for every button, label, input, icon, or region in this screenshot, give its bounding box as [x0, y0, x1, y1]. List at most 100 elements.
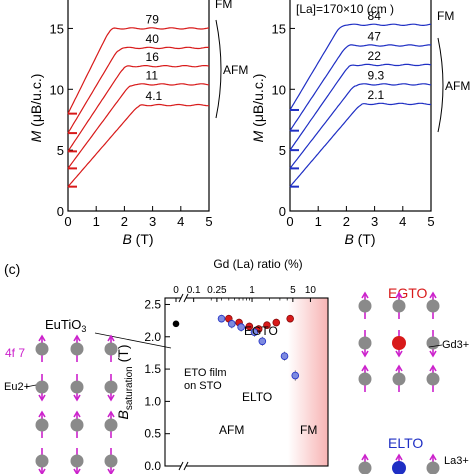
panel-a-y-unit: (μB/u.c.) [28, 74, 44, 127]
panel-c-axes: 0.0 0.5 1.0 1.5 2.0 2.5 0 0.1 0.25 1 5 10 [144, 285, 316, 473]
axis-break-mark [178, 293, 184, 303]
elto-spin-lattice [358, 453, 440, 474]
elto-point [227, 320, 236, 328]
eto-film-label-line2: on STO [184, 380, 222, 392]
panel-a-curve [67, 103, 209, 188]
eu-lattice-eu-atom [70, 454, 84, 468]
egto-spin-lattice [358, 291, 440, 392]
panel-b-curve [289, 83, 432, 169]
panel-b-y-tick-label: 0 [279, 204, 286, 219]
eu-lattice-eu-atom [70, 380, 84, 394]
eu-lattice-spin-arrow-head [38, 468, 46, 474]
eu-spin-lattice [35, 334, 118, 474]
eu-lattice-eu-atom [104, 454, 118, 468]
eu-lattice-spin-arrow-head [73, 468, 81, 474]
axis-break-gap [181, 295, 186, 301]
gd-ion-label: Gd3+ [442, 339, 469, 351]
panel-c-top-axis-title: Gd (La) ratio (%) [213, 257, 302, 271]
elto-point [258, 337, 267, 346]
egto-lattice-spin-arrow-head [361, 291, 369, 299]
eu-lattice-eu-atom [104, 342, 118, 356]
eu-leader-line [25, 384, 37, 388]
panel-a-afm-label: AFM [223, 63, 248, 77]
elto-lattice-eu-atom [358, 461, 372, 474]
panel-a: 0 1 2 3 4 5 0 5 10 15 79 40 16 11 4.1 FM AFM M (μB/u.… [28, 0, 248, 247]
panel-c-y-tick-label: 1.5 [144, 362, 161, 376]
panel-b-x-axis-title: B (T) [344, 231, 375, 247]
elto-lattice-spin-arrow-head [395, 453, 403, 461]
panel-a-y-axis-title: M (μB/u.c.) [28, 74, 44, 143]
panel-c-data [172, 314, 300, 381]
panel-b-x-tick-label: 1 [315, 214, 322, 229]
egto-lattice-eu-atom [426, 336, 440, 350]
axis-break-mark [183, 293, 189, 303]
la-ion-label: La3+ [444, 455, 469, 467]
panel-b-curve [289, 44, 431, 132]
panel-b-y-unit: (μB/u.c.) [250, 74, 266, 127]
eu-lattice-spin-arrow-head [38, 410, 46, 418]
panel-a-curve-label: 79 [146, 12, 160, 26]
panel-c: (c) Gd (La) ratio (%) 0.0 0.5 1.0 1.5 2.0 2.5… [4, 257, 469, 474]
egto-side-title: EGTO [388, 285, 428, 301]
axis-break-mark [183, 461, 189, 471]
panel-b-x-tick-label: 4 [399, 214, 406, 229]
panel-c-top-tick-label: 0.1 [187, 285, 201, 296]
panel-c-top-tick-label: 5 [290, 285, 296, 296]
panel-a-curve-label: 4.1 [146, 89, 163, 103]
panel-a-x-tick-label: 0 [64, 214, 71, 229]
eu-lattice-eu-atom [104, 380, 118, 394]
eutio3-leader-line [94, 332, 172, 349]
axis-break-gap [181, 463, 186, 469]
panel-b-curve [289, 23, 432, 111]
panel-c-y-tick-label: 2.5 [144, 297, 161, 311]
panel-b-x-tick-label: 3 [371, 214, 378, 229]
eu-lattice-spin-arrow-head [107, 334, 115, 342]
panel-b: 0 1 2 3 4 5 0 5 10 15 84 47 22 9.3 2.1 [La]=170×10 (c… [250, 0, 470, 247]
panel-b-curve-label: 9.3 [368, 68, 385, 82]
egto-lattice-eu-atom [426, 299, 440, 313]
panel-c-tag: (c) [4, 261, 20, 277]
elto-lattice-eu-atom [426, 461, 440, 474]
afm-region-label: AFM [219, 423, 244, 437]
panel-b-y-axis-title: M (μB/u.c.) [250, 74, 266, 143]
egto-lattice-eu-atom [392, 299, 406, 313]
panel-b-curve-label: 47 [368, 29, 382, 43]
f7-label: 4f 7 [5, 346, 25, 360]
fm-region-shade [288, 298, 328, 466]
elto-lattice-spin-arrow-head [361, 453, 369, 461]
panel-a-x-symbol: B [122, 231, 131, 247]
egto-point [263, 321, 271, 329]
panel-a-curve-label: 11 [146, 68, 159, 82]
panel-b-curves: 84 47 22 9.3 2.1 [289, 9, 432, 188]
eutio3-subscript: 3 [81, 324, 86, 334]
eu-lattice-eu-atom [70, 342, 84, 356]
panel-a-curve [67, 46, 210, 134]
panel-a-y-tick-label: 10 [50, 82, 64, 97]
egto-lattice-spin-arrow-head [361, 350, 369, 358]
elto-point [250, 328, 259, 337]
panel-c-top-tick-label: 1 [249, 285, 255, 296]
egto-point [245, 322, 254, 331]
elto-point [280, 352, 289, 360]
panel-a-x-axis-title: B (T) [122, 231, 153, 247]
elto-point [291, 371, 300, 380]
egto-lattice-spin-arrow-head [361, 364, 369, 372]
panel-a-y-tick-label: 15 [50, 21, 64, 36]
panel-c-top-tick-label: 10 [305, 285, 317, 296]
panel-b-y-tick-label: 10 [272, 82, 286, 97]
egto-lattice-spin-arrow-head [429, 350, 437, 358]
panel-b-x-tick-label: 0 [286, 214, 293, 229]
eu-lattice-spin-arrow-head [107, 468, 115, 474]
panel-a-curve [67, 27, 210, 114]
panel-a-y-symbol: M [28, 130, 44, 142]
panel-c-top-tick-label: 0 [173, 285, 179, 296]
panel-b-afm-label: AFM [445, 79, 470, 93]
panel-a-fm-label: FM [215, 0, 232, 11]
panel-a-plot-frame [67, 0, 210, 212]
panel-b-ticks: 0 1 2 3 4 5 0 5 10 15 [272, 21, 435, 229]
egto-lattice-dopant-atom [392, 336, 406, 350]
fm-region-label: FM [300, 423, 317, 437]
panel-c-top-tick-label: 0.25 [207, 285, 227, 296]
elto-side-title: ELTO [388, 435, 423, 451]
panel-a-curve-label: 40 [146, 32, 160, 46]
